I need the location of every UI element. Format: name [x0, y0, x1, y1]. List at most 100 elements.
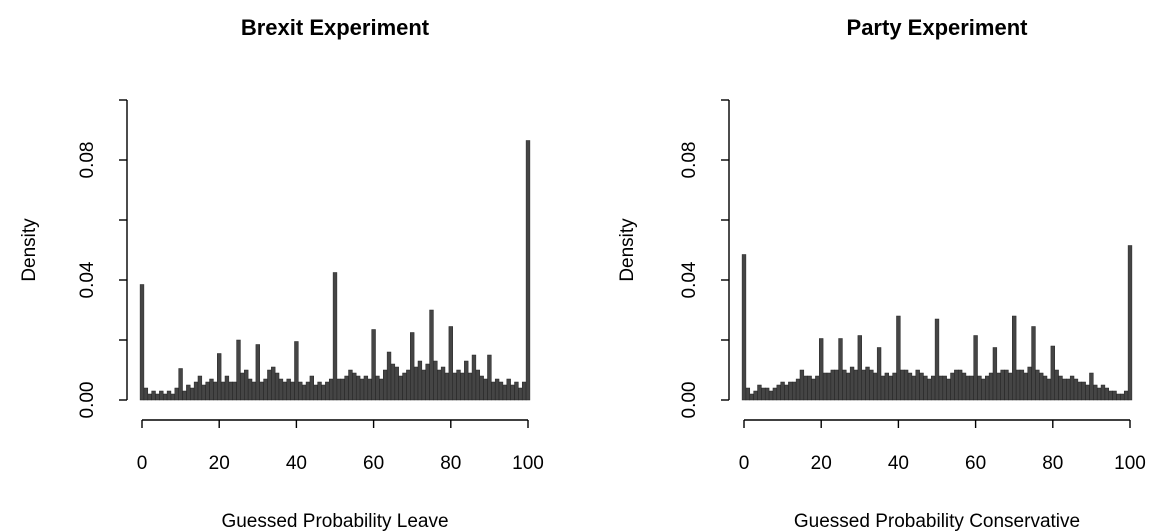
bar [174, 387, 179, 401]
bar [487, 354, 492, 401]
bars [139, 140, 531, 401]
x-tick-label: 60 [363, 453, 384, 474]
bar [942, 375, 947, 401]
y-axis: 0.00 0.04 0.08 [77, 99, 128, 418]
bar [313, 384, 318, 401]
bar [163, 393, 168, 401]
bar [263, 378, 268, 401]
x-tick-label: 20 [209, 453, 230, 474]
bar [213, 381, 218, 401]
bar [757, 384, 762, 401]
bar [1081, 381, 1086, 401]
bar [826, 372, 832, 401]
bar [1123, 390, 1129, 401]
bar [201, 384, 206, 401]
bar [1015, 369, 1021, 401]
bar [1089, 372, 1094, 401]
bar [251, 381, 257, 401]
panel-party: Party Experiment Guessed Probability Con… [617, 15, 1146, 532]
bar [958, 369, 963, 401]
bar [290, 381, 295, 401]
bar [873, 372, 878, 401]
bar [792, 381, 797, 401]
bar [753, 390, 758, 401]
bar [819, 338, 824, 401]
bar [927, 378, 932, 401]
bar [521, 381, 527, 401]
bar [421, 369, 426, 401]
y-tick-label: 0.04 [679, 261, 700, 298]
bar [1120, 393, 1125, 401]
bar [143, 387, 149, 401]
bar [1042, 375, 1048, 401]
bar [888, 375, 893, 401]
x-axis: 0 20 40 60 80 100 [739, 419, 1146, 474]
bar [224, 375, 230, 401]
bar [217, 353, 222, 401]
bar [282, 381, 287, 401]
bar [784, 384, 789, 401]
bar [301, 384, 307, 401]
bar [1127, 245, 1133, 401]
bar [328, 378, 334, 401]
bar [842, 369, 847, 401]
bar [1096, 387, 1102, 401]
x-axis: 0 20 40 60 80 100 [137, 419, 544, 474]
bar [247, 378, 253, 401]
bar [197, 375, 203, 401]
bar [240, 372, 245, 401]
bar [151, 390, 156, 401]
bar [429, 309, 434, 401]
bar [915, 369, 920, 401]
bar [923, 375, 928, 401]
bar [880, 375, 886, 401]
bar [1062, 378, 1067, 401]
bar [857, 335, 862, 401]
bar [371, 329, 376, 401]
bar [1008, 372, 1013, 401]
bar [359, 378, 365, 401]
bar [321, 384, 326, 401]
bar [1116, 393, 1121, 401]
bar [876, 347, 882, 401]
bar [498, 381, 504, 401]
bar [494, 378, 500, 401]
bar [170, 393, 176, 401]
bar [838, 338, 843, 401]
bar [274, 372, 280, 401]
bar [892, 372, 897, 401]
bar [348, 369, 353, 401]
bar [985, 375, 990, 401]
bar [1039, 372, 1044, 401]
bar [977, 375, 982, 401]
bar [440, 366, 446, 401]
bar [934, 318, 940, 401]
bar [961, 372, 967, 401]
bar [186, 384, 191, 401]
y-tick-label: 0.08 [77, 142, 98, 179]
bar [467, 372, 473, 401]
bar [803, 375, 808, 401]
bar [788, 381, 793, 401]
bar [514, 381, 519, 401]
bar [969, 375, 974, 401]
bar [919, 372, 924, 401]
bar [869, 369, 874, 401]
bar [205, 381, 210, 401]
bar [383, 369, 388, 401]
bar [410, 332, 415, 401]
bar [1012, 315, 1017, 401]
bar [1100, 384, 1106, 401]
bar [244, 369, 249, 401]
chart-title: Party Experiment [847, 15, 1029, 40]
bar [398, 375, 403, 401]
x-tick-label: 40 [286, 453, 307, 474]
bar [1054, 369, 1059, 401]
bar [907, 372, 913, 401]
bar [518, 387, 523, 401]
bar [896, 315, 901, 401]
bar [1000, 369, 1005, 401]
x-tick-label: 20 [811, 453, 832, 474]
bar [1093, 384, 1098, 401]
